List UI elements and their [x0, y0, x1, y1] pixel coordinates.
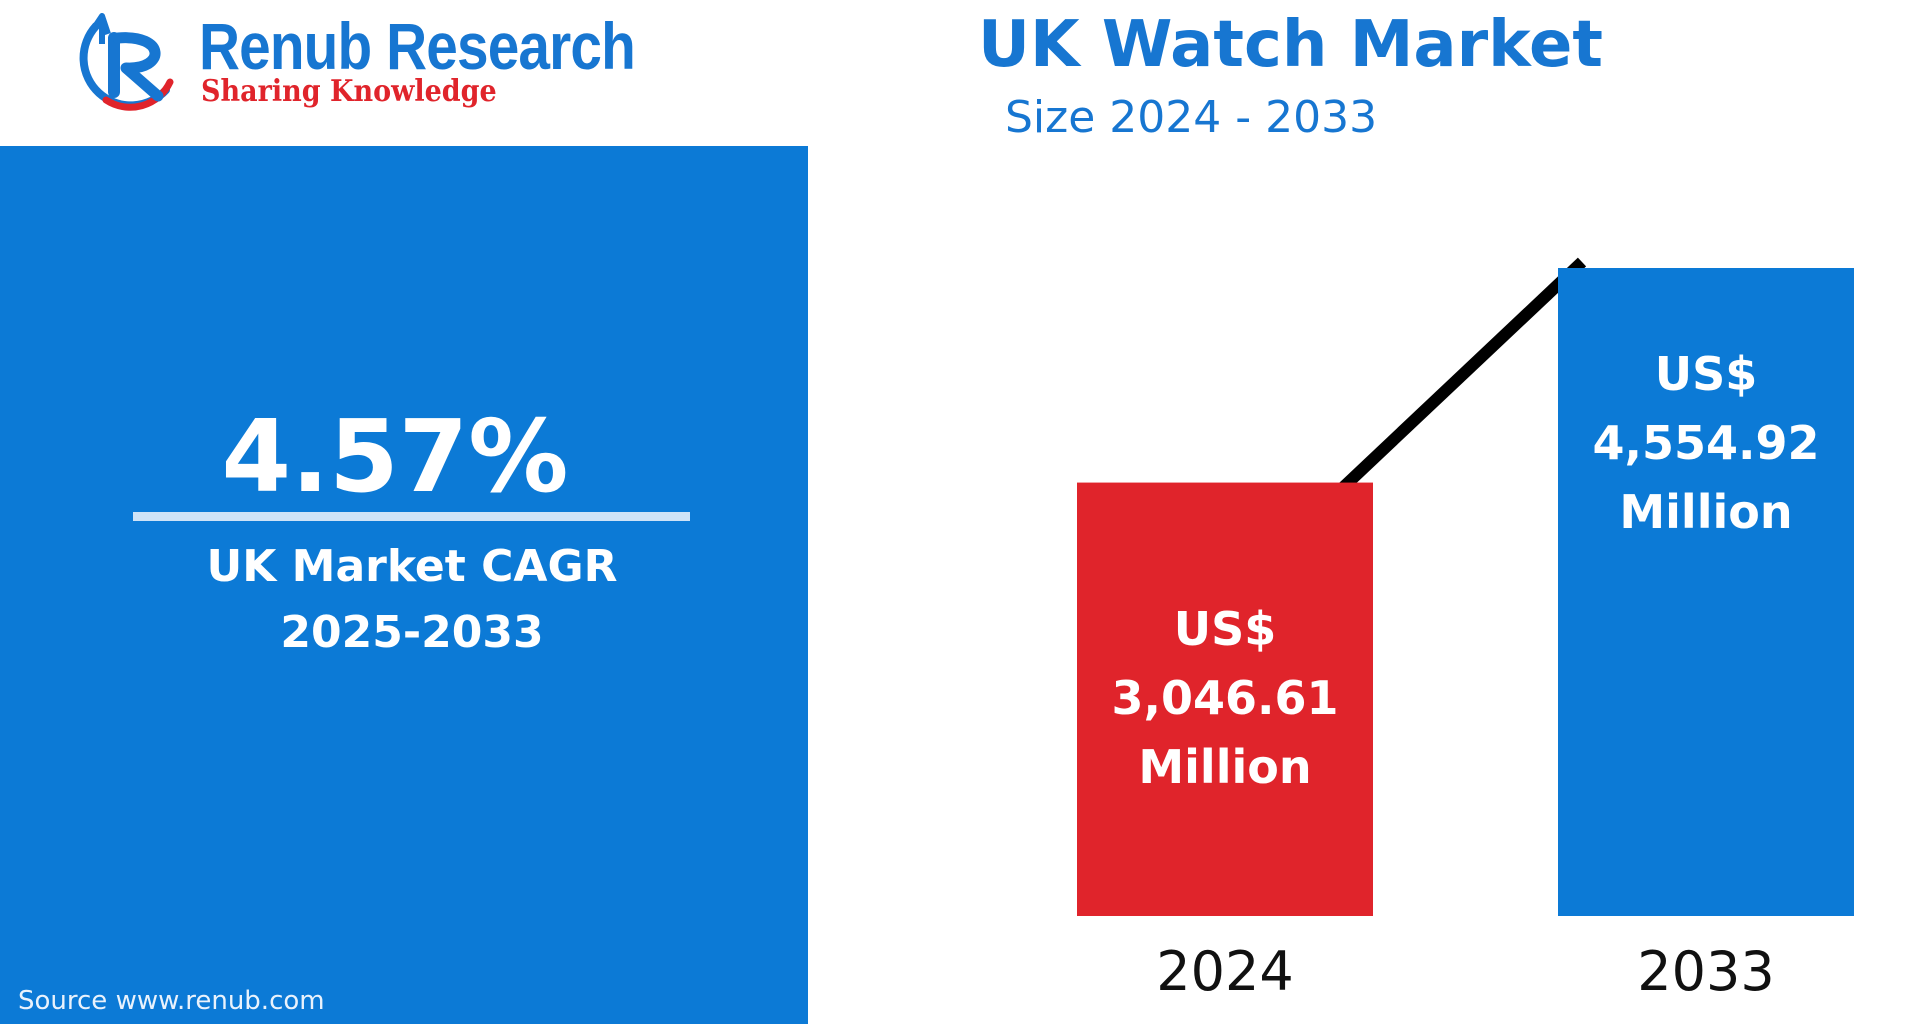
bar-value-line2: 4,554.92	[1592, 416, 1820, 470]
bar-value-label-2033: US$ 4,554.92 Million	[1558, 340, 1854, 547]
trend-line	[1322, 257, 1587, 507]
category-label-2033: 2033	[1637, 940, 1775, 1003]
bar-value-line2: 3,046.61	[1111, 671, 1339, 726]
category-label-2024: 2024	[1156, 940, 1294, 1003]
bar-2033	[1558, 268, 1854, 916]
cagr-label: UK Market CAGR 2025-2033	[0, 534, 824, 666]
renub-rk-logo-icon	[79, 13, 174, 111]
cagr-divider	[133, 512, 690, 521]
chart-subtitle: Size 2024 - 2033	[1005, 92, 1378, 143]
chart-title: UK Watch Market	[978, 8, 1603, 82]
brand-name: Renub Research	[199, 9, 636, 83]
bar-value-line3: Million	[1619, 485, 1793, 539]
cagr-label-line2: 2025-2033	[280, 607, 544, 658]
cagr-panel: 4.57% UK Market CAGR 2025-2033 Source ww…	[0, 146, 808, 1024]
cagr-value: 4.57%	[221, 398, 569, 515]
cagr-label-line1: UK Market CAGR	[206, 541, 618, 592]
bar-value-label-2024: US$ 3,046.61 Million	[1077, 595, 1373, 802]
source-note: Source www.renub.com	[18, 986, 325, 1016]
bar-value-line3: Million	[1138, 740, 1312, 795]
bar-value-line1: US$	[1173, 602, 1277, 657]
brand-tagline: Sharing Knowledge	[201, 74, 497, 109]
bar-2024	[1077, 482, 1373, 916]
bar-value-line1: US$	[1654, 347, 1758, 401]
renub-research-logo: Renub Research Sharing Knowledge	[66, 4, 666, 122]
